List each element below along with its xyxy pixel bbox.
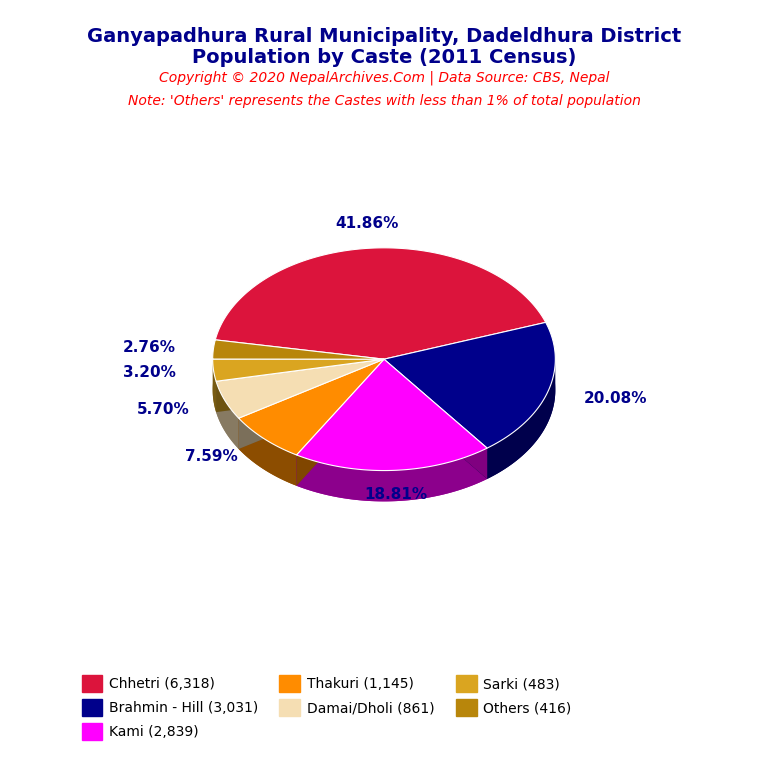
Polygon shape	[213, 371, 384, 390]
Polygon shape	[296, 359, 384, 486]
Polygon shape	[239, 359, 384, 449]
Text: Ganyapadhura Rural Municipality, Dadeldhura District: Ganyapadhura Rural Municipality, Dadeldh…	[87, 27, 681, 46]
Polygon shape	[215, 248, 546, 359]
Polygon shape	[239, 359, 384, 455]
Text: 18.81%: 18.81%	[364, 488, 427, 502]
Legend: Chhetri (6,318), Brahmin - Hill (3,031), Kami (2,839), Thakuri (1,145), Damai/Dh: Chhetri (6,318), Brahmin - Hill (3,031),…	[76, 670, 578, 746]
Polygon shape	[384, 359, 487, 479]
Text: 20.08%: 20.08%	[584, 391, 647, 406]
Text: Copyright © 2020 NepalArchives.Com | Data Source: CBS, Nepal: Copyright © 2020 NepalArchives.Com | Dat…	[159, 71, 609, 85]
Polygon shape	[239, 418, 296, 486]
Text: Note: 'Others' represents the Castes with less than 1% of total population: Note: 'Others' represents the Castes wit…	[127, 94, 641, 108]
Text: 41.86%: 41.86%	[336, 217, 399, 231]
Polygon shape	[213, 340, 384, 359]
Text: 2.76%: 2.76%	[123, 339, 176, 355]
Polygon shape	[384, 353, 555, 479]
Polygon shape	[296, 359, 487, 471]
Polygon shape	[487, 359, 555, 479]
Polygon shape	[215, 279, 546, 390]
Polygon shape	[384, 323, 555, 448]
Polygon shape	[216, 359, 384, 412]
Polygon shape	[239, 390, 384, 486]
Polygon shape	[216, 359, 384, 418]
Text: 5.70%: 5.70%	[137, 402, 190, 417]
Polygon shape	[216, 390, 384, 449]
Text: 3.20%: 3.20%	[123, 365, 176, 380]
Polygon shape	[384, 359, 487, 479]
Polygon shape	[296, 448, 487, 502]
Polygon shape	[213, 390, 384, 412]
Text: 7.59%: 7.59%	[185, 449, 238, 464]
Polygon shape	[216, 381, 239, 449]
Text: Population by Caste (2011 Census): Population by Caste (2011 Census)	[192, 48, 576, 67]
Polygon shape	[213, 359, 216, 412]
Polygon shape	[296, 390, 487, 502]
Polygon shape	[216, 359, 384, 412]
Polygon shape	[213, 359, 384, 381]
Polygon shape	[296, 359, 384, 486]
Polygon shape	[239, 359, 384, 449]
